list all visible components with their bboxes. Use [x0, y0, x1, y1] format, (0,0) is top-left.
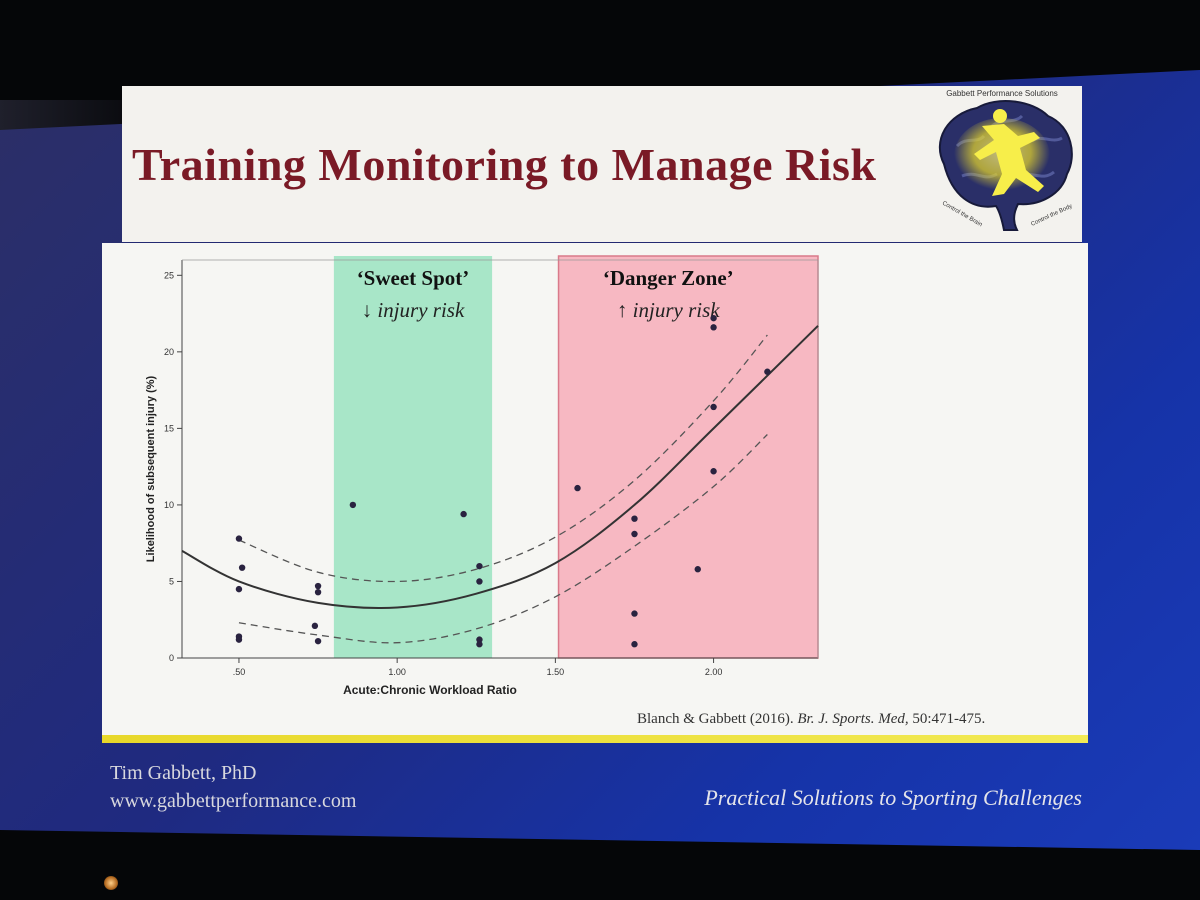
y-tick-label: 25 — [164, 270, 174, 280]
data-point — [574, 484, 581, 492]
data-point — [694, 566, 701, 573]
injury-risk-chart: ‘Sweet Spot’ ↓ injury risk ‘Danger Zone’ ↑ … — [145, 255, 819, 697]
data-point — [631, 515, 638, 522]
citation-authors: Blanch & Gabbett — [637, 711, 747, 727]
footer-tagline: Practical Solutions to Sporting Challeng… — [704, 785, 1082, 810]
ci-lower-line — [238, 434, 768, 644]
data-point — [314, 637, 322, 645]
zone-title: ‘Sweet Spot’ — [357, 266, 470, 290]
data-point — [235, 585, 243, 593]
x-axis-label: Acute:Chronic Workload Ratio — [343, 683, 517, 697]
footer-url: www.gabbettperformance.com — [110, 790, 357, 812]
stage-light — [104, 876, 118, 890]
data-point — [631, 530, 638, 538]
zone-band — [557, 255, 819, 659]
divider-bar — [102, 735, 1088, 743]
data-point — [476, 641, 483, 648]
footer-author: Tim Gabbett, PhD — [110, 762, 257, 784]
data-point — [235, 535, 243, 542]
logo-text-top: Gabbett Performance Solutions — [946, 89, 1058, 98]
data-point — [235, 636, 243, 643]
data-point — [476, 578, 483, 585]
data-point — [710, 403, 717, 411]
data-point — [476, 636, 483, 643]
brain-runner-logo-icon: Gabbett Performance Solutions Control th… — [938, 89, 1073, 231]
data-point — [764, 368, 771, 375]
title-panel: Training Monitoring to Manage Risk Gabbe… — [122, 86, 1082, 246]
ci-upper-line — [238, 334, 768, 583]
data-point — [314, 588, 322, 596]
zone-subtitle: ↑ injury risk — [617, 298, 720, 322]
y-tick-label: 20 — [164, 347, 174, 357]
fit-curve-line — [181, 325, 819, 610]
data-point — [349, 501, 357, 509]
slide-title: Training Monitoring to Manage Risk — [132, 139, 877, 190]
data-point — [311, 622, 319, 630]
citation-pages: 50:471-475. — [912, 711, 986, 727]
zone-band — [333, 256, 493, 658]
data-point — [710, 468, 717, 475]
chart-panel: ‘Sweet Spot’ ↓ injury risk ‘Danger Zone’ ↑ … — [102, 243, 1088, 735]
y-tick-label: 10 — [164, 500, 174, 510]
zone-subtitle: ↓ injury risk — [362, 298, 465, 322]
y-tick-label: 5 — [169, 576, 174, 586]
data-point — [476, 562, 483, 570]
logo-text-right: Control the Body — [1030, 203, 1073, 227]
y-tick-label: 15 — [164, 423, 174, 433]
y-tick-label: 0 — [169, 653, 174, 663]
data-point — [631, 610, 638, 617]
citation: Blanch & Gabbett (2016). Br. J. Sports. … — [637, 711, 985, 728]
data-point — [314, 582, 322, 590]
citation-year: (2016). — [749, 711, 794, 727]
data-point — [710, 324, 717, 331]
citation-journal: Br. J. Sports. Med, — [797, 711, 909, 727]
zone-title: ‘Danger Zone’ — [603, 266, 734, 290]
data-point — [460, 510, 467, 518]
x-tick-label: .50 — [233, 667, 246, 677]
data-point — [238, 564, 246, 571]
x-tick-label: 1.00 — [388, 667, 406, 677]
y-axis-label: Likelihood of subsequent injury (%) — [145, 375, 157, 562]
data-point — [631, 641, 638, 648]
x-tick-label: 2.00 — [705, 667, 723, 677]
x-tick-label: 1.50 — [547, 667, 565, 677]
data-point — [710, 314, 717, 322]
